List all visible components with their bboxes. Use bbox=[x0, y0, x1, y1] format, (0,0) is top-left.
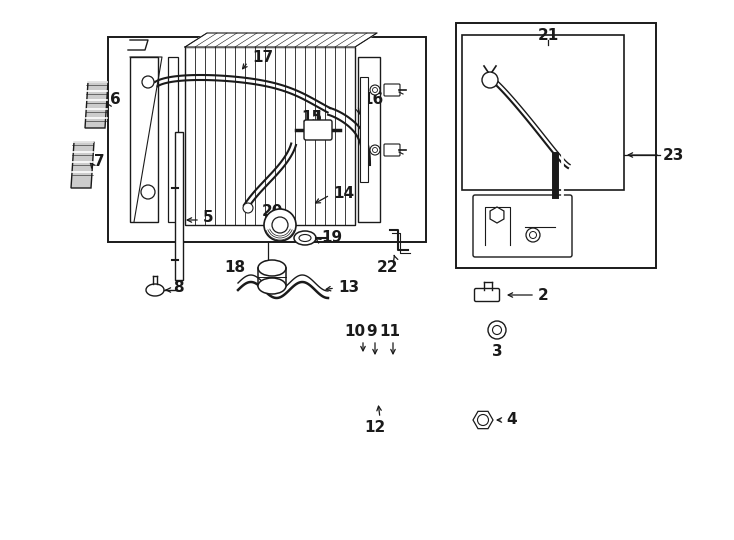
Text: 22: 22 bbox=[377, 260, 399, 275]
Text: 3: 3 bbox=[492, 345, 502, 360]
FancyBboxPatch shape bbox=[384, 144, 400, 156]
Circle shape bbox=[264, 209, 296, 241]
Circle shape bbox=[488, 321, 506, 339]
Polygon shape bbox=[490, 207, 504, 223]
FancyBboxPatch shape bbox=[473, 195, 572, 257]
Circle shape bbox=[526, 228, 540, 242]
Text: 2: 2 bbox=[538, 287, 549, 302]
Text: 23: 23 bbox=[663, 147, 684, 163]
Bar bbox=[185, 47, 355, 225]
FancyBboxPatch shape bbox=[474, 288, 500, 301]
Text: 1: 1 bbox=[263, 260, 273, 275]
Text: 13: 13 bbox=[338, 280, 359, 294]
Circle shape bbox=[370, 85, 380, 95]
Ellipse shape bbox=[294, 231, 316, 245]
FancyBboxPatch shape bbox=[304, 120, 332, 140]
Ellipse shape bbox=[299, 234, 311, 241]
Text: 14: 14 bbox=[333, 186, 354, 200]
Circle shape bbox=[370, 145, 380, 155]
Text: 11: 11 bbox=[379, 325, 401, 340]
Circle shape bbox=[529, 232, 537, 239]
Text: 6: 6 bbox=[110, 92, 121, 107]
Circle shape bbox=[272, 217, 288, 233]
Bar bbox=[360, 77, 368, 182]
Text: 5: 5 bbox=[203, 211, 214, 226]
Circle shape bbox=[493, 326, 501, 334]
Text: 12: 12 bbox=[364, 421, 385, 435]
Bar bbox=[168, 57, 178, 222]
Text: 7: 7 bbox=[94, 154, 105, 170]
Text: 21: 21 bbox=[537, 28, 559, 43]
Polygon shape bbox=[258, 268, 286, 286]
Bar bbox=[456, 23, 656, 268]
Circle shape bbox=[372, 87, 377, 92]
Text: 4: 4 bbox=[506, 413, 517, 428]
Text: 9: 9 bbox=[367, 325, 377, 340]
Circle shape bbox=[478, 415, 489, 426]
Text: 15: 15 bbox=[302, 111, 322, 125]
Text: 16: 16 bbox=[362, 92, 383, 107]
Text: 20: 20 bbox=[261, 205, 283, 219]
Circle shape bbox=[243, 203, 253, 213]
Text: 17: 17 bbox=[252, 51, 273, 65]
Bar bbox=[108, 37, 426, 242]
Circle shape bbox=[142, 76, 154, 88]
Text: 8: 8 bbox=[173, 280, 184, 295]
Bar bbox=[175, 132, 183, 280]
Bar bbox=[130, 57, 158, 222]
Text: 19: 19 bbox=[321, 231, 342, 246]
Polygon shape bbox=[185, 33, 377, 47]
Polygon shape bbox=[85, 82, 108, 128]
Ellipse shape bbox=[258, 260, 286, 276]
Text: 10: 10 bbox=[344, 325, 366, 340]
Bar bbox=[462, 35, 624, 190]
Circle shape bbox=[482, 72, 498, 88]
Ellipse shape bbox=[258, 278, 286, 294]
FancyBboxPatch shape bbox=[384, 84, 400, 96]
Polygon shape bbox=[71, 142, 94, 188]
Bar bbox=[358, 57, 380, 222]
Circle shape bbox=[372, 147, 377, 152]
Text: 18: 18 bbox=[224, 260, 245, 275]
Circle shape bbox=[141, 185, 155, 199]
